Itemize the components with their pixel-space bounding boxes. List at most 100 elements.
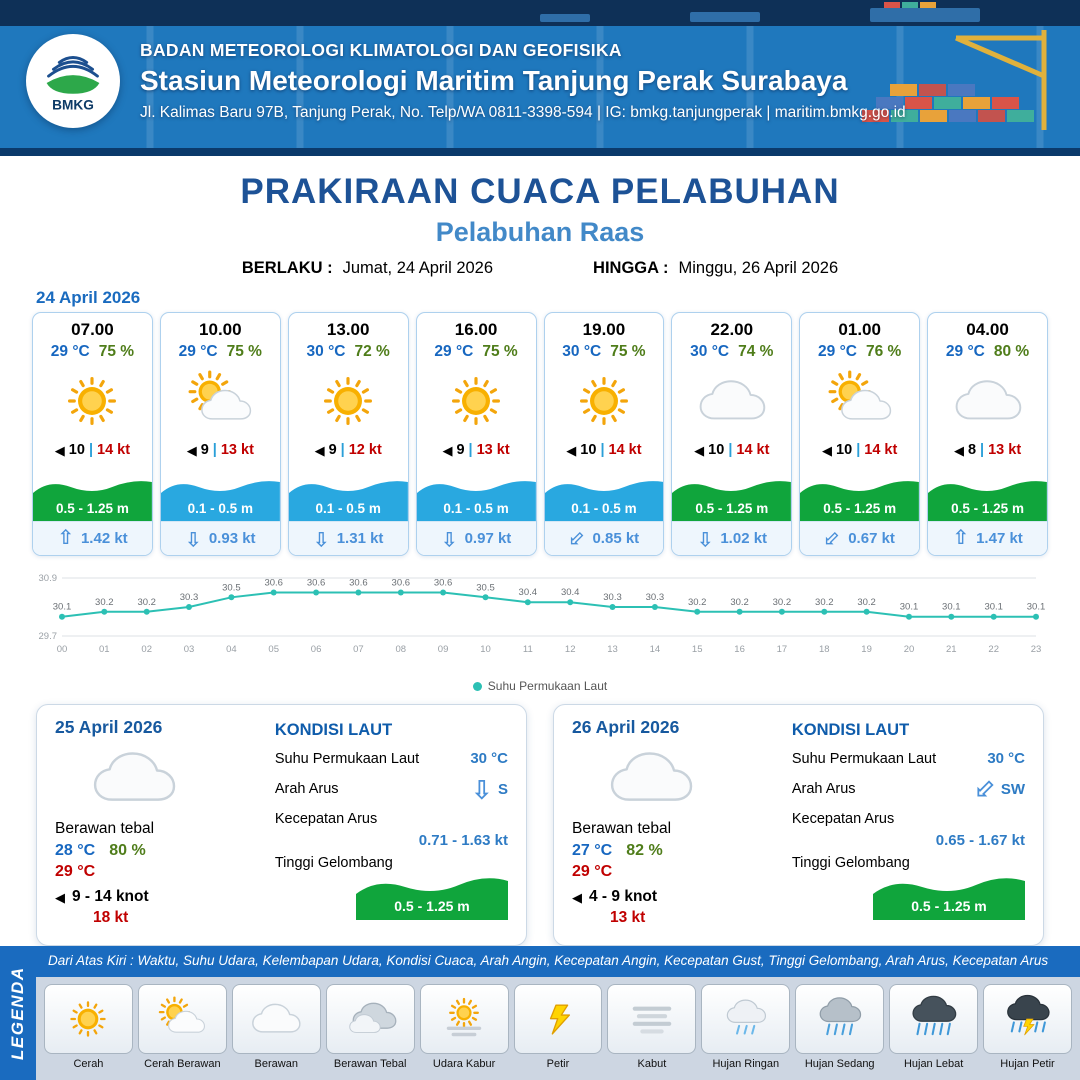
card-temperature: 29 °C: [50, 343, 90, 360]
sst-chart-section: 30.9 29.7 30.1 00 30.2 01 30.2 02 30.3 03 30.5 04 30…: [0, 556, 1080, 693]
wind-direction-icon: ◀: [186, 442, 197, 458]
svg-text:15: 15: [692, 644, 703, 655]
svg-text:10: 10: [480, 644, 491, 655]
wave-icon: [544, 481, 664, 521]
svg-text:30.2: 30.2: [688, 597, 707, 608]
legend-item-label: Hujan Sedang: [804, 1058, 875, 1070]
hourly-card: 16.00 29 °C 75 % ◀ 9 | 13 kt 0.1 - 0.5 m ⇧ 0.97 k…: [415, 312, 537, 556]
card-wave-height: 0.1 - 0.5 m: [443, 501, 509, 516]
legend-icon-cerah-berawan: [137, 984, 227, 1054]
legend-item: Udara Kabur: [419, 984, 509, 1070]
card-time: 07.00: [71, 320, 114, 339]
current-row: ⇧ 0.85 kt: [544, 521, 664, 555]
card-wind-speed: 9: [200, 442, 209, 458]
port-name: Pelabuhan Raas: [435, 217, 645, 247]
chart-legend: Suhu Permukaan Laut: [32, 679, 1048, 693]
card-humidity: 75 %: [226, 343, 262, 360]
card-wind-speed: 10: [708, 442, 725, 458]
berlaku-value: Jumat, 24 April 2026: [342, 259, 494, 277]
card-wind-speed: 10: [68, 442, 85, 458]
sea-conditions-title: KONDISI LAUT: [274, 721, 393, 739]
weather-icon-cerah-berawan: [800, 361, 919, 441]
hourly-card: 22.00 30 °C 74 % ◀ 10 | 14 kt 0.5 - 1.25 m ⇧ 1.02…: [671, 312, 793, 556]
sea-conditions-title: KONDISI LAUT: [791, 721, 910, 739]
sst-label: Suhu Permukaan Laut: [274, 750, 420, 767]
current-direction-icon: ⇧: [471, 774, 493, 804]
daily-weather-icon: [572, 738, 776, 818]
legend-icon-berawan-tebal: [325, 984, 415, 1054]
svg-text:11: 11: [523, 644, 533, 655]
wind-direction-icon: ◀: [822, 442, 833, 458]
hourly-card: 04.00 29 °C 80 % ◀ 8 | 13 kt 0.5 - 1.25 m ⇧ 1.47 …: [927, 312, 1048, 556]
legend-icon-hujan-ringan: [701, 984, 791, 1054]
svg-text:30.6: 30.6: [307, 578, 326, 589]
wind-direction-icon: ◀: [54, 442, 65, 458]
current-direction-icon: ⇧: [952, 527, 970, 549]
bmkg-logo-icon: BMKG: [30, 38, 116, 124]
weather-icon-cerah: [289, 361, 408, 441]
card-temperature: 29 °C: [818, 343, 857, 360]
wave-icon: [288, 481, 408, 521]
legend-item-label: Berawan Tebal: [333, 1058, 407, 1070]
wind-direction-icon: ◀: [314, 442, 325, 458]
wave-height-label: Tinggi Gelombang: [274, 855, 393, 871]
wave-height-value: 0.5 - 1.25 m: [911, 898, 987, 914]
current-speed-value: 0.65 - 1.67 kt: [935, 832, 1025, 849]
current-direction-icon: ⇧: [312, 527, 330, 549]
card-gust: 13 kt: [988, 442, 1022, 458]
svg-text:22: 22: [988, 644, 999, 655]
legend-section: LEGENDA Dari Atas Kiri : Waktu, Suhu Uda…: [0, 946, 1080, 1080]
svg-text:30.2: 30.2: [95, 597, 114, 608]
legend-item-label: Kabut: [637, 1058, 667, 1070]
card-wave-height: 0.1 - 0.5 m: [571, 501, 637, 516]
current-direction-icon: ⇧: [966, 770, 1004, 808]
card-current-speed: 0.85 kt: [592, 529, 640, 547]
current-speed-label: Kecepatan Arus: [791, 811, 895, 827]
card-time: 13.00: [326, 320, 370, 339]
legend-icon-hujan-lebat: [889, 984, 979, 1054]
svg-text:30.1: 30.1: [53, 602, 72, 613]
hourly-card: 01.00 29 °C 76 % ◀ 10 | 14 kt 0.5 - 1.25 m ⇧ 0.67…: [799, 312, 921, 556]
current-direction-icon: ⇧: [563, 524, 591, 552]
legend-item: Cerah: [44, 984, 133, 1070]
card-humidity: 75 %: [98, 343, 135, 360]
legend-item-label: Hujan Lebat: [903, 1058, 964, 1070]
wave-icon: [33, 481, 152, 521]
wave-icon: [160, 481, 280, 521]
logo-text: BMKG: [52, 97, 94, 112]
card-humidity: 74 %: [738, 343, 774, 360]
legend-icon-hujan-sedang: [795, 984, 885, 1054]
svg-text:14: 14: [650, 644, 661, 655]
legend-dot-icon: [472, 681, 482, 691]
svg-text:30.2: 30.2: [857, 597, 876, 608]
legend-item: Berawan Tebal: [325, 984, 415, 1070]
legend-item-label: Berawan: [254, 1058, 298, 1070]
svg-text:30.4: 30.4: [561, 587, 580, 598]
bmkg-logo: BMKG: [26, 34, 120, 128]
card-current-speed: 1.42 kt: [80, 529, 128, 547]
card-wave-height: 0.5 - 1.25 m: [56, 501, 129, 516]
card-wind-speed: 9: [328, 442, 337, 458]
card-wave-height: 0.5 - 1.25 m: [823, 501, 897, 516]
card-current-speed: 0.97 kt: [464, 529, 512, 547]
card-temperature: 29 °C: [434, 343, 474, 360]
current-direction-icon: ⇧: [185, 527, 202, 549]
chart-legend-label: Suhu Permukaan Laut: [487, 679, 608, 693]
wave-height-badge: 0.1 - 0.5 m: [544, 475, 664, 521]
legend-item: Hujan Petir: [983, 984, 1072, 1070]
daily-humidity: 80 %: [109, 842, 146, 859]
sst-chart: 30.9 29.7 30.1 00 30.2 01 30.2 02 30.3 03 30.5 04 30…: [32, 562, 1048, 679]
svg-text:09: 09: [438, 644, 449, 655]
card-time: 10.00: [199, 320, 242, 339]
svg-text:06: 06: [311, 644, 322, 655]
hourly-card: 19.00 30 °C 75 % ◀ 10 | 14 kt 0.1 - 0.5 m ⇧ 0.85 …: [543, 312, 665, 556]
wave-height-value: 0.5 - 1.25 m: [394, 898, 470, 914]
card-gust: 14 kt: [864, 442, 898, 458]
card-current-speed: 0.67 kt: [848, 529, 895, 547]
svg-text:30.6: 30.6: [264, 578, 283, 589]
station-name: Stasiun Meteorologi Maritim Tanjung Pera…: [140, 65, 848, 96]
card-gust: 14 kt: [608, 442, 642, 458]
wave-height-badge: 0.1 - 0.5 m: [288, 475, 408, 521]
svg-text:30.6: 30.6: [349, 578, 368, 589]
daily-temp-max: 29 °C: [572, 863, 613, 880]
